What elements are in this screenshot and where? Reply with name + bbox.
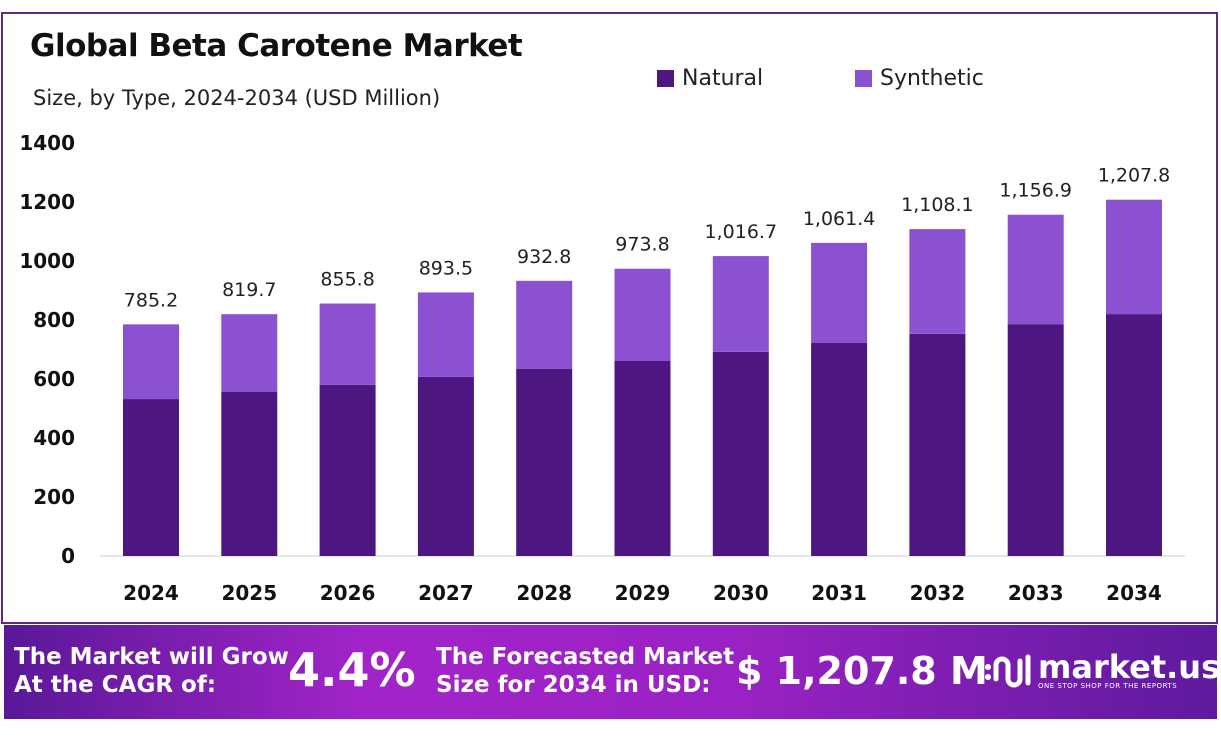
- legend-label-synthetic: Synthetic: [880, 66, 984, 91]
- logo-text: market.us: [1038, 648, 1221, 686]
- bar-natural: [221, 391, 278, 556]
- legend-label-natural: Natural: [682, 66, 764, 91]
- y-tick-label: 1200: [19, 190, 75, 214]
- bar-synthetic: [1007, 214, 1064, 325]
- total-label: 1,016.7: [705, 221, 778, 243]
- x-tick-label: 2032: [910, 581, 966, 605]
- forecast-label-line2: Size for 2034 in USD:: [436, 672, 711, 698]
- bar-synthetic: [1106, 199, 1162, 315]
- total-label: 819.7: [222, 279, 276, 301]
- cagr-label: The Market will Grow At the CAGR of:: [14, 643, 289, 699]
- y-tick-label: 200: [33, 485, 75, 509]
- total-label: 1,207.8: [1098, 165, 1171, 187]
- bar-natural: [417, 376, 474, 556]
- total-label: 973.8: [615, 234, 669, 256]
- total-label: 932.8: [517, 246, 571, 268]
- bar-natural: [614, 361, 671, 556]
- legend-swatch-natural: [657, 70, 674, 87]
- bar-synthetic: [221, 314, 278, 392]
- bar-natural: [712, 351, 769, 556]
- x-tick-label: 2033: [1008, 581, 1064, 605]
- total-label: 1,108.1: [901, 194, 974, 216]
- total-label: 855.8: [320, 269, 374, 291]
- bar-natural: [319, 384, 376, 556]
- bar-natural: [1007, 324, 1064, 556]
- legend-natural: Natural: [657, 66, 763, 91]
- total-label: 893.5: [419, 257, 473, 279]
- x-tick-label: 2024: [123, 581, 179, 605]
- x-tick-label: 2029: [615, 581, 671, 605]
- x-tick-label: 2028: [516, 581, 572, 605]
- cagr-value: 4.4%: [288, 643, 416, 697]
- forecast-label: The Forecasted Market Size for 2034 in U…: [436, 643, 734, 699]
- cagr-label-line2: At the CAGR of:: [14, 672, 217, 698]
- forecast-value: $ 1,207.8 M: [736, 649, 988, 693]
- chart-frame: [1, 12, 1218, 624]
- total-label: 1,156.9: [999, 180, 1072, 202]
- total-label: 1,061.4: [803, 208, 876, 230]
- y-tick-label: 600: [33, 367, 75, 391]
- bar-synthetic: [909, 229, 966, 334]
- summary-banner: The Market will Grow At the CAGR of: 4.4…: [4, 625, 1220, 719]
- x-tick-label: 2027: [418, 581, 474, 605]
- forecast-label-line1: The Forecasted Market: [436, 644, 735, 670]
- y-tick-label: 0: [61, 544, 75, 568]
- bar-synthetic: [417, 292, 474, 377]
- bar-synthetic: [123, 324, 179, 400]
- y-tick-label: 1000: [19, 249, 75, 273]
- bar-synthetic: [614, 268, 671, 362]
- bar-synthetic: [712, 256, 769, 352]
- x-tick-label: 2025: [221, 581, 277, 605]
- bar-natural: [123, 399, 179, 556]
- logo-icon: [985, 654, 1031, 688]
- bar-synthetic: [811, 242, 868, 344]
- x-tick-label: 2030: [713, 581, 769, 605]
- legend-synthetic: Synthetic: [855, 66, 984, 91]
- x-tick-label: 2034: [1106, 581, 1162, 605]
- plot-area: 0 200 400 600 800 1000 1200 1400 785.2 2024 819.7 2…: [19, 131, 1185, 605]
- legend-swatch-synthetic: [855, 70, 872, 87]
- bar-natural: [1106, 314, 1162, 556]
- bar-natural: [909, 333, 966, 556]
- y-tick-label: 1400: [19, 131, 75, 155]
- cagr-label-line1: The Market will Grow: [14, 644, 289, 670]
- bar-natural: [811, 343, 868, 556]
- bar-natural: [516, 368, 573, 556]
- x-tick-label: 2031: [811, 581, 867, 605]
- y-tick-label: 800: [33, 308, 75, 332]
- chart-subtitle: Size, by Type, 2024-2034 (USD Million): [33, 86, 441, 110]
- total-label: 785.2: [124, 289, 178, 311]
- chart-title: Global Beta Carotene Market: [30, 28, 523, 64]
- market-us-logo: market.us ONE STOP SHOP FOR THE REPORTS: [982, 649, 1220, 693]
- bar-synthetic: [516, 280, 573, 369]
- logo-tagline: ONE STOP SHOP FOR THE REPORTS: [1038, 682, 1178, 690]
- x-tick-label: 2026: [320, 581, 376, 605]
- bar-synthetic: [319, 303, 376, 385]
- y-tick-label: 400: [33, 426, 75, 450]
